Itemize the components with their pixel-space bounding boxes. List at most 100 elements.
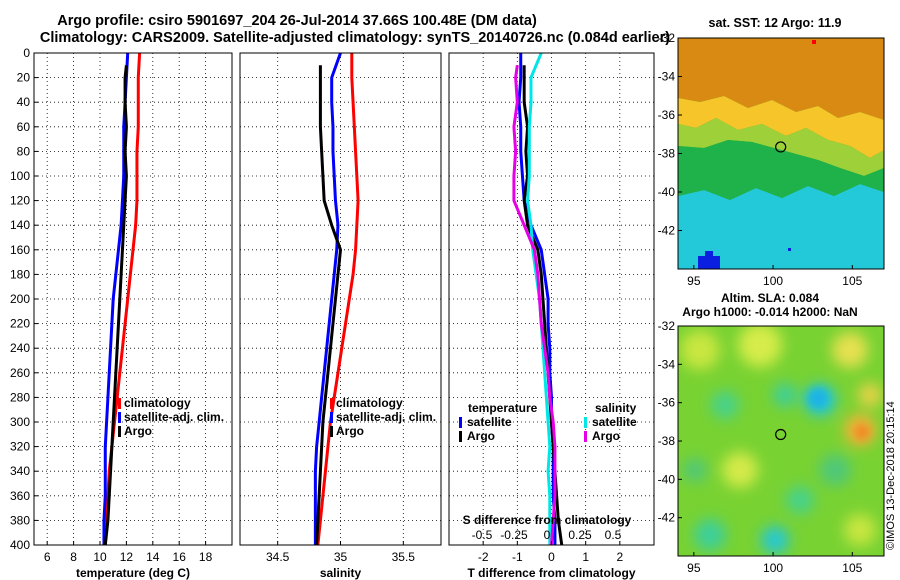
salinity-series-satellite-adj-clim- [313,52,342,545]
sst-cool-green-band [678,140,884,200]
sst_map-ytick-label: -38 [658,147,676,161]
difference-legend-title: salinity [595,401,637,415]
temperature-series-satellite-adj-clim- [102,52,130,545]
salinity-xtick-label: 35.5 [392,550,416,564]
salinity-series-climatology [316,53,360,546]
sst_map-ytick-label: -32 [658,31,676,45]
sla_map-xtick-label: 95 [687,561,701,575]
salinity-xtick-label: 34.5 [266,550,290,564]
temperature-legend-swatch [118,412,121,423]
temperature-ytick-label: 220 [10,317,30,331]
difference-xtick-label: 0 [548,550,555,564]
sst-cold-region [678,184,884,269]
temperature-ytick-label: 120 [10,194,30,208]
temperature-xlabel: temperature (deg C) [76,566,190,580]
temperature-legend-swatch [118,426,121,437]
salinity-legend-label: satellite-adj. clim. [336,410,436,424]
sst_map-ytick-label: -40 [658,185,676,199]
sla-map-title: Altim. SLA: 0.084 [721,291,819,305]
difference-xlabel-top: S difference from climatology [463,513,632,527]
temperature-xtick-label: 6 [44,550,51,564]
sst-map [678,38,884,269]
sst_map-ytick-label: -34 [658,70,676,84]
difference-xtick-top-label: -0.25 [500,528,528,542]
difference-series-salinity-argo [512,65,557,546]
sla-cold-eddy [808,388,828,408]
difference-xtick-label: -1 [512,550,523,564]
sst_map-xtick-label: 95 [687,274,701,288]
temperature-ytick-label: 60 [17,120,31,134]
sst-mid-region [678,96,884,158]
salinity-panel: 34.5 35 35.5 salinity climatologysatellite-a… [239,52,442,580]
difference-legend-swatch [459,417,462,428]
difference-legend-swatch [584,417,587,428]
temperature-ytick-label: 320 [10,440,30,454]
sla_map-ytick-label: -38 [658,434,676,448]
sla_map-xtick-label: 100 [763,561,783,575]
title-line-1: Argo profile: csiro 5901697_204 26-Jul-2… [57,13,537,29]
temperature-ytick-label: 20 [17,71,31,85]
temperature-ytick-label: 340 [10,464,30,478]
sst_map-ytick-label: -36 [658,108,676,122]
difference-xtick-label: 1 [582,550,589,564]
temperature-ytick-label: 240 [10,341,30,355]
temperature-ytick-label: 100 [10,169,30,183]
difference-xtick-label: 2 [616,550,623,564]
difference-xtick-top-label: 0.25 [568,528,592,542]
temperature-xtick-label: 16 [173,550,187,564]
difference-xtick-label: -2 [478,550,489,564]
difference-xtick-top-label: -0.5 [472,528,493,542]
salinity-legend-swatch [330,398,333,409]
sla_map-ytick-label: -32 [658,319,676,333]
sla-warm-eddy [854,424,870,440]
temperature-legend-swatch [118,398,121,409]
temperature-legend-label: climatology [124,396,191,410]
sla_map-ytick-label: -42 [658,511,676,525]
temperature-ytick-label: 160 [10,243,30,257]
temperature-series-argo [103,65,128,546]
difference-legend-label: Argo [592,429,620,443]
sst-blue-pixel [788,248,791,251]
sst_map-xtick-label: 100 [763,274,783,288]
difference-panel: -2 -1 0 1 2 T difference from climatology temp… [448,52,655,580]
temperature-legend-label: satellite-adj. clim. [124,410,224,424]
temperature-ytick-label: 260 [10,366,30,380]
difference-xlabel: T difference from climatology [467,566,635,580]
sst-map-axes: 95 100 105 -32 -34 -36 -38 -40 -42 [658,31,863,288]
temperature-xtick-label: 8 [70,550,77,564]
difference-legend-swatch [459,431,462,442]
sla_map-argo-marker [775,428,787,441]
salinity-series-argo [315,65,342,546]
sst-land-patch [698,256,720,269]
sst-warm-region [678,38,884,120]
temperature-ytick-label: 0 [23,46,30,60]
sla-eddy-field [680,326,882,554]
difference-legend-swatch [584,431,587,442]
sst-transition-region [678,118,884,176]
watermark: ©IMOS 13-Dec-2018 20:15:14 [885,401,897,550]
sst-hot-pixel [812,40,816,44]
difference-legend-title: temperature [468,401,538,415]
temperature-xtick-label: 14 [146,550,160,564]
temperature-xtick-label: 10 [93,550,107,564]
temperature-ytick-label: 180 [10,267,30,281]
temperature-legend-label: Argo [124,424,152,438]
sla-map-axes: 95 100 105 -32 -34 -36 -38 -40 -42 [658,319,863,575]
difference-legend-label: satellite [467,415,512,429]
temperature-xtick-label: 18 [199,550,213,564]
temperature-xtick-label: 12 [120,550,134,564]
salinity-legend-label: Argo [336,424,364,438]
difference-plot-area [449,53,654,545]
salinity-legend-swatch [330,426,333,437]
sla-map-subtitle: Argo h1000: -0.014 h2000: NaN [682,305,857,319]
salinity-xtick-label: 35 [334,550,348,564]
temperature-ytick-label: 200 [10,292,30,306]
sla-map [678,326,884,556]
difference-legend-label: Argo [467,429,495,443]
sla_map-ytick-label: -34 [658,357,676,371]
temperature-ytick-label: 360 [10,489,30,503]
sla_map-ytick-label: -40 [658,472,676,486]
sla_map-ytick-label: -36 [658,396,676,410]
temperature-ytick-label: 280 [10,390,30,404]
